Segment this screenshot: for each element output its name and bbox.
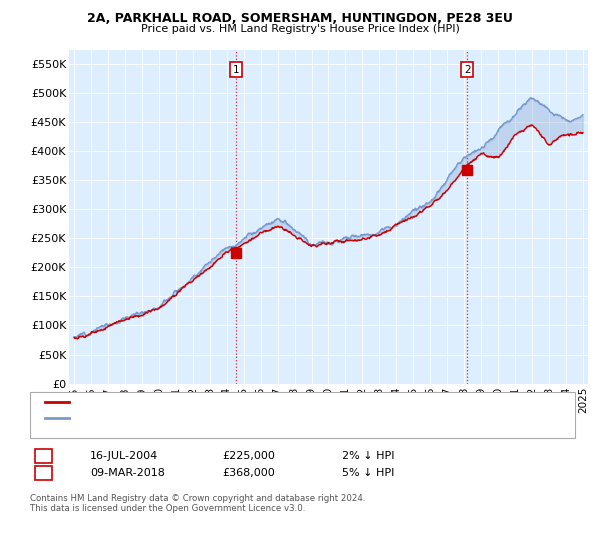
Text: 09-MAR-2018: 09-MAR-2018: [90, 468, 165, 478]
Text: 2A, PARKHALL ROAD, SOMERSHAM, HUNTINGDON, PE28 3EU (detached house): 2A, PARKHALL ROAD, SOMERSHAM, HUNTINGDON…: [72, 397, 467, 407]
Text: Price paid vs. HM Land Registry's House Price Index (HPI): Price paid vs. HM Land Registry's House …: [140, 24, 460, 34]
Text: £225,000: £225,000: [222, 451, 275, 461]
Text: £368,000: £368,000: [222, 468, 275, 478]
Text: 2: 2: [464, 64, 471, 74]
Text: Contains HM Land Registry data © Crown copyright and database right 2024.
This d: Contains HM Land Registry data © Crown c…: [30, 494, 365, 514]
Text: 16-JUL-2004: 16-JUL-2004: [90, 451, 158, 461]
Text: 1: 1: [40, 451, 47, 461]
Text: 2% ↓ HPI: 2% ↓ HPI: [342, 451, 395, 461]
Text: HPI: Average price, detached house, Huntingdonshire: HPI: Average price, detached house, Hunt…: [72, 413, 340, 423]
Text: 5% ↓ HPI: 5% ↓ HPI: [342, 468, 394, 478]
Text: 2A, PARKHALL ROAD, SOMERSHAM, HUNTINGDON, PE28 3EU: 2A, PARKHALL ROAD, SOMERSHAM, HUNTINGDON…: [87, 12, 513, 25]
Text: 2: 2: [40, 468, 47, 478]
Text: 1: 1: [233, 64, 239, 74]
